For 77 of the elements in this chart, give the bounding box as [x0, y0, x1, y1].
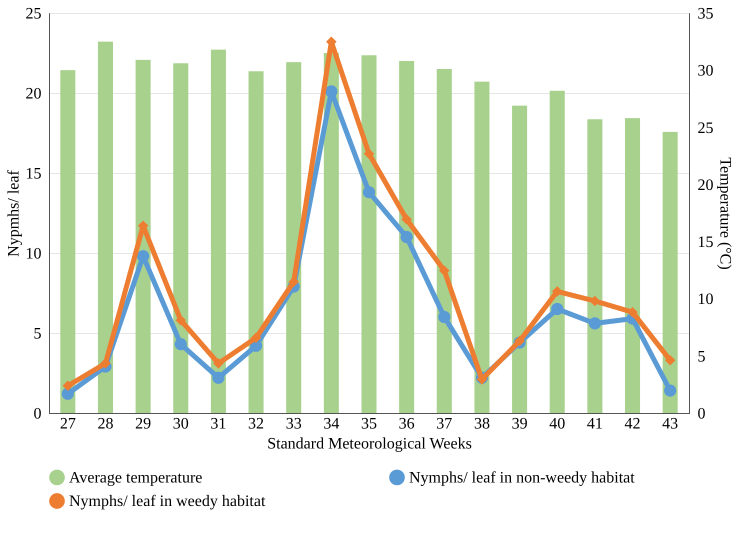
bar — [210, 50, 226, 413]
y2-tick-label: 35 — [698, 6, 714, 22]
bar — [474, 82, 490, 413]
bar — [286, 62, 302, 413]
bar — [98, 42, 113, 413]
x-tick-label: 39 — [512, 416, 528, 432]
y2-tick-label: 30 — [698, 62, 714, 80]
x-tick-label: 28 — [97, 416, 114, 432]
bar — [512, 106, 528, 413]
bar — [587, 119, 602, 413]
point — [174, 338, 187, 350]
y-tick-label: 10 — [26, 246, 42, 262]
point — [551, 302, 564, 316]
x-tick-label: 37 — [436, 416, 452, 432]
bar — [136, 60, 151, 413]
point — [627, 306, 638, 318]
bar — [625, 118, 640, 413]
point — [438, 310, 450, 324]
point — [588, 317, 602, 330]
x-tick-label: 30 — [172, 416, 189, 432]
x-tick-label: 31 — [210, 416, 226, 432]
point — [250, 332, 262, 344]
y2-tick-label: 0 — [698, 406, 706, 422]
y-tick-label: 25 — [26, 6, 42, 22]
x-tick-label: 43 — [662, 416, 678, 432]
x-tick-label: 41 — [586, 416, 603, 432]
bar — [550, 90, 565, 413]
bar — [399, 61, 414, 413]
point — [212, 372, 225, 384]
point — [176, 314, 186, 326]
point — [439, 265, 450, 276]
point — [401, 214, 412, 225]
bar — [662, 132, 678, 413]
point — [514, 336, 525, 346]
bar — [60, 70, 76, 413]
y-tick-label: 20 — [26, 86, 42, 102]
x-tick-label: 32 — [248, 416, 264, 432]
bar — [361, 55, 377, 413]
y2-tick-label: 5 — [698, 348, 706, 366]
x-tick-label: 40 — [549, 416, 566, 432]
point — [400, 230, 413, 244]
x-tick-label: 35 — [361, 416, 377, 432]
point — [552, 286, 562, 297]
y-tick-label: 0 — [34, 406, 42, 422]
point — [664, 384, 676, 397]
bar — [173, 63, 188, 413]
bar — [436, 69, 452, 413]
y2-tick-label: 25 — [698, 120, 714, 137]
y2-tick-label: 10 — [698, 291, 714, 308]
x-tick-label: 34 — [323, 416, 340, 432]
x-tick-label: 27 — [60, 416, 76, 432]
x-axis-title: Standard Meteorological Weeks — [267, 436, 472, 452]
legend-label: Nymphs/ leaf in weedy habitat — [69, 493, 266, 510]
y2-axis-title: Temperature (°C) — [716, 157, 734, 270]
x-tick-label: 33 — [286, 416, 302, 432]
point — [100, 358, 111, 369]
y-axis-title: Nypmhs/ leaf — [6, 170, 22, 257]
y2-tick-label: 20 — [698, 176, 714, 194]
point — [362, 186, 376, 198]
point — [325, 85, 338, 98]
legend-label: Nymphs/ leaf in non-weedy habitat — [409, 469, 636, 486]
y-tick-label: 15 — [26, 166, 42, 182]
point — [590, 296, 600, 306]
point — [288, 276, 299, 288]
point — [62, 388, 74, 400]
point — [364, 148, 374, 160]
y2-tick-label: 15 — [698, 234, 714, 252]
x-tick-label: 42 — [624, 416, 641, 432]
point — [62, 380, 74, 392]
bar — [248, 71, 264, 413]
point — [213, 358, 224, 369]
x-tick-label: 36 — [398, 416, 415, 432]
x-tick-label: 38 — [474, 416, 490, 432]
y-tick-label: 5 — [34, 326, 42, 342]
legend-label: Average temperature — [69, 469, 202, 486]
point — [664, 354, 676, 366]
x-tick-label: 29 — [135, 416, 152, 432]
